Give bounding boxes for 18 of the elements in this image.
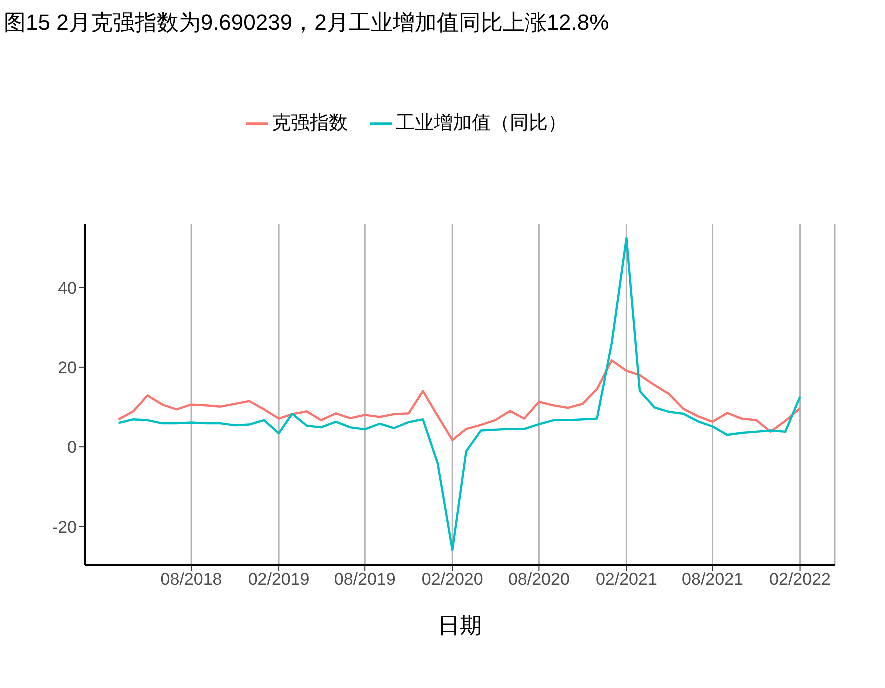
x-tick-label: 08/2018 (160, 570, 222, 590)
x-tick-label: 08/2021 (682, 570, 744, 590)
chart-title: 图15 2月克强指数为9.690239，2月工业增加值同比上涨12.8% (4, 9, 610, 37)
y-tick-label: -20 (52, 518, 77, 537)
x-tick-label: 08/2020 (508, 570, 570, 590)
x-tick-label: 02/2021 (596, 570, 658, 590)
x-tick-label: 08/2019 (334, 570, 396, 590)
line-series (118, 360, 802, 442)
line-series (118, 237, 802, 552)
y-tick-label: 0 (68, 438, 77, 458)
y-tick-label: 40 (58, 278, 77, 298)
x-tick-label: 02/2020 (422, 570, 484, 590)
y-tick-label: 20 (58, 358, 77, 378)
legend-label: 工业增加值（同比） (396, 113, 567, 134)
x-tick-label: 02/2022 (770, 570, 832, 590)
x-tick-label: 02/2019 (248, 570, 310, 590)
x-axis-title: 日期 (438, 613, 482, 638)
legend-label: 克强指数 (272, 113, 348, 134)
